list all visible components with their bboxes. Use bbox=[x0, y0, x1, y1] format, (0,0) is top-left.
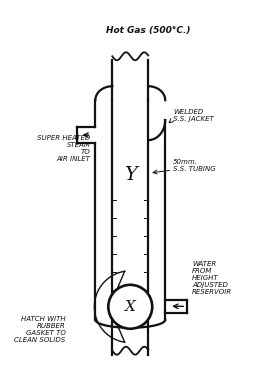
Text: WATER
FROM
HEIGHT
ADJUSTED
RESERVOIR: WATER FROM HEIGHT ADJUSTED RESERVOIR bbox=[192, 261, 232, 295]
Circle shape bbox=[108, 285, 152, 329]
Text: Hot Gas (500°C.): Hot Gas (500°C.) bbox=[106, 26, 190, 35]
Text: X: X bbox=[125, 300, 136, 314]
Text: Y: Y bbox=[124, 166, 137, 184]
Text: SUPER HEATED
STEAM
TO
AIR INLET: SUPER HEATED STEAM TO AIR INLET bbox=[37, 135, 90, 161]
Text: HATCH WITH
RUBBER
GASKET TO
CLEAN SOLIDS: HATCH WITH RUBBER GASKET TO CLEAN SOLIDS bbox=[14, 316, 65, 343]
Text: WELDED
S.S. JACKET: WELDED S.S. JACKET bbox=[173, 109, 214, 122]
Text: 50mm.
S.S. TUBING: 50mm. S.S. TUBING bbox=[173, 159, 216, 172]
